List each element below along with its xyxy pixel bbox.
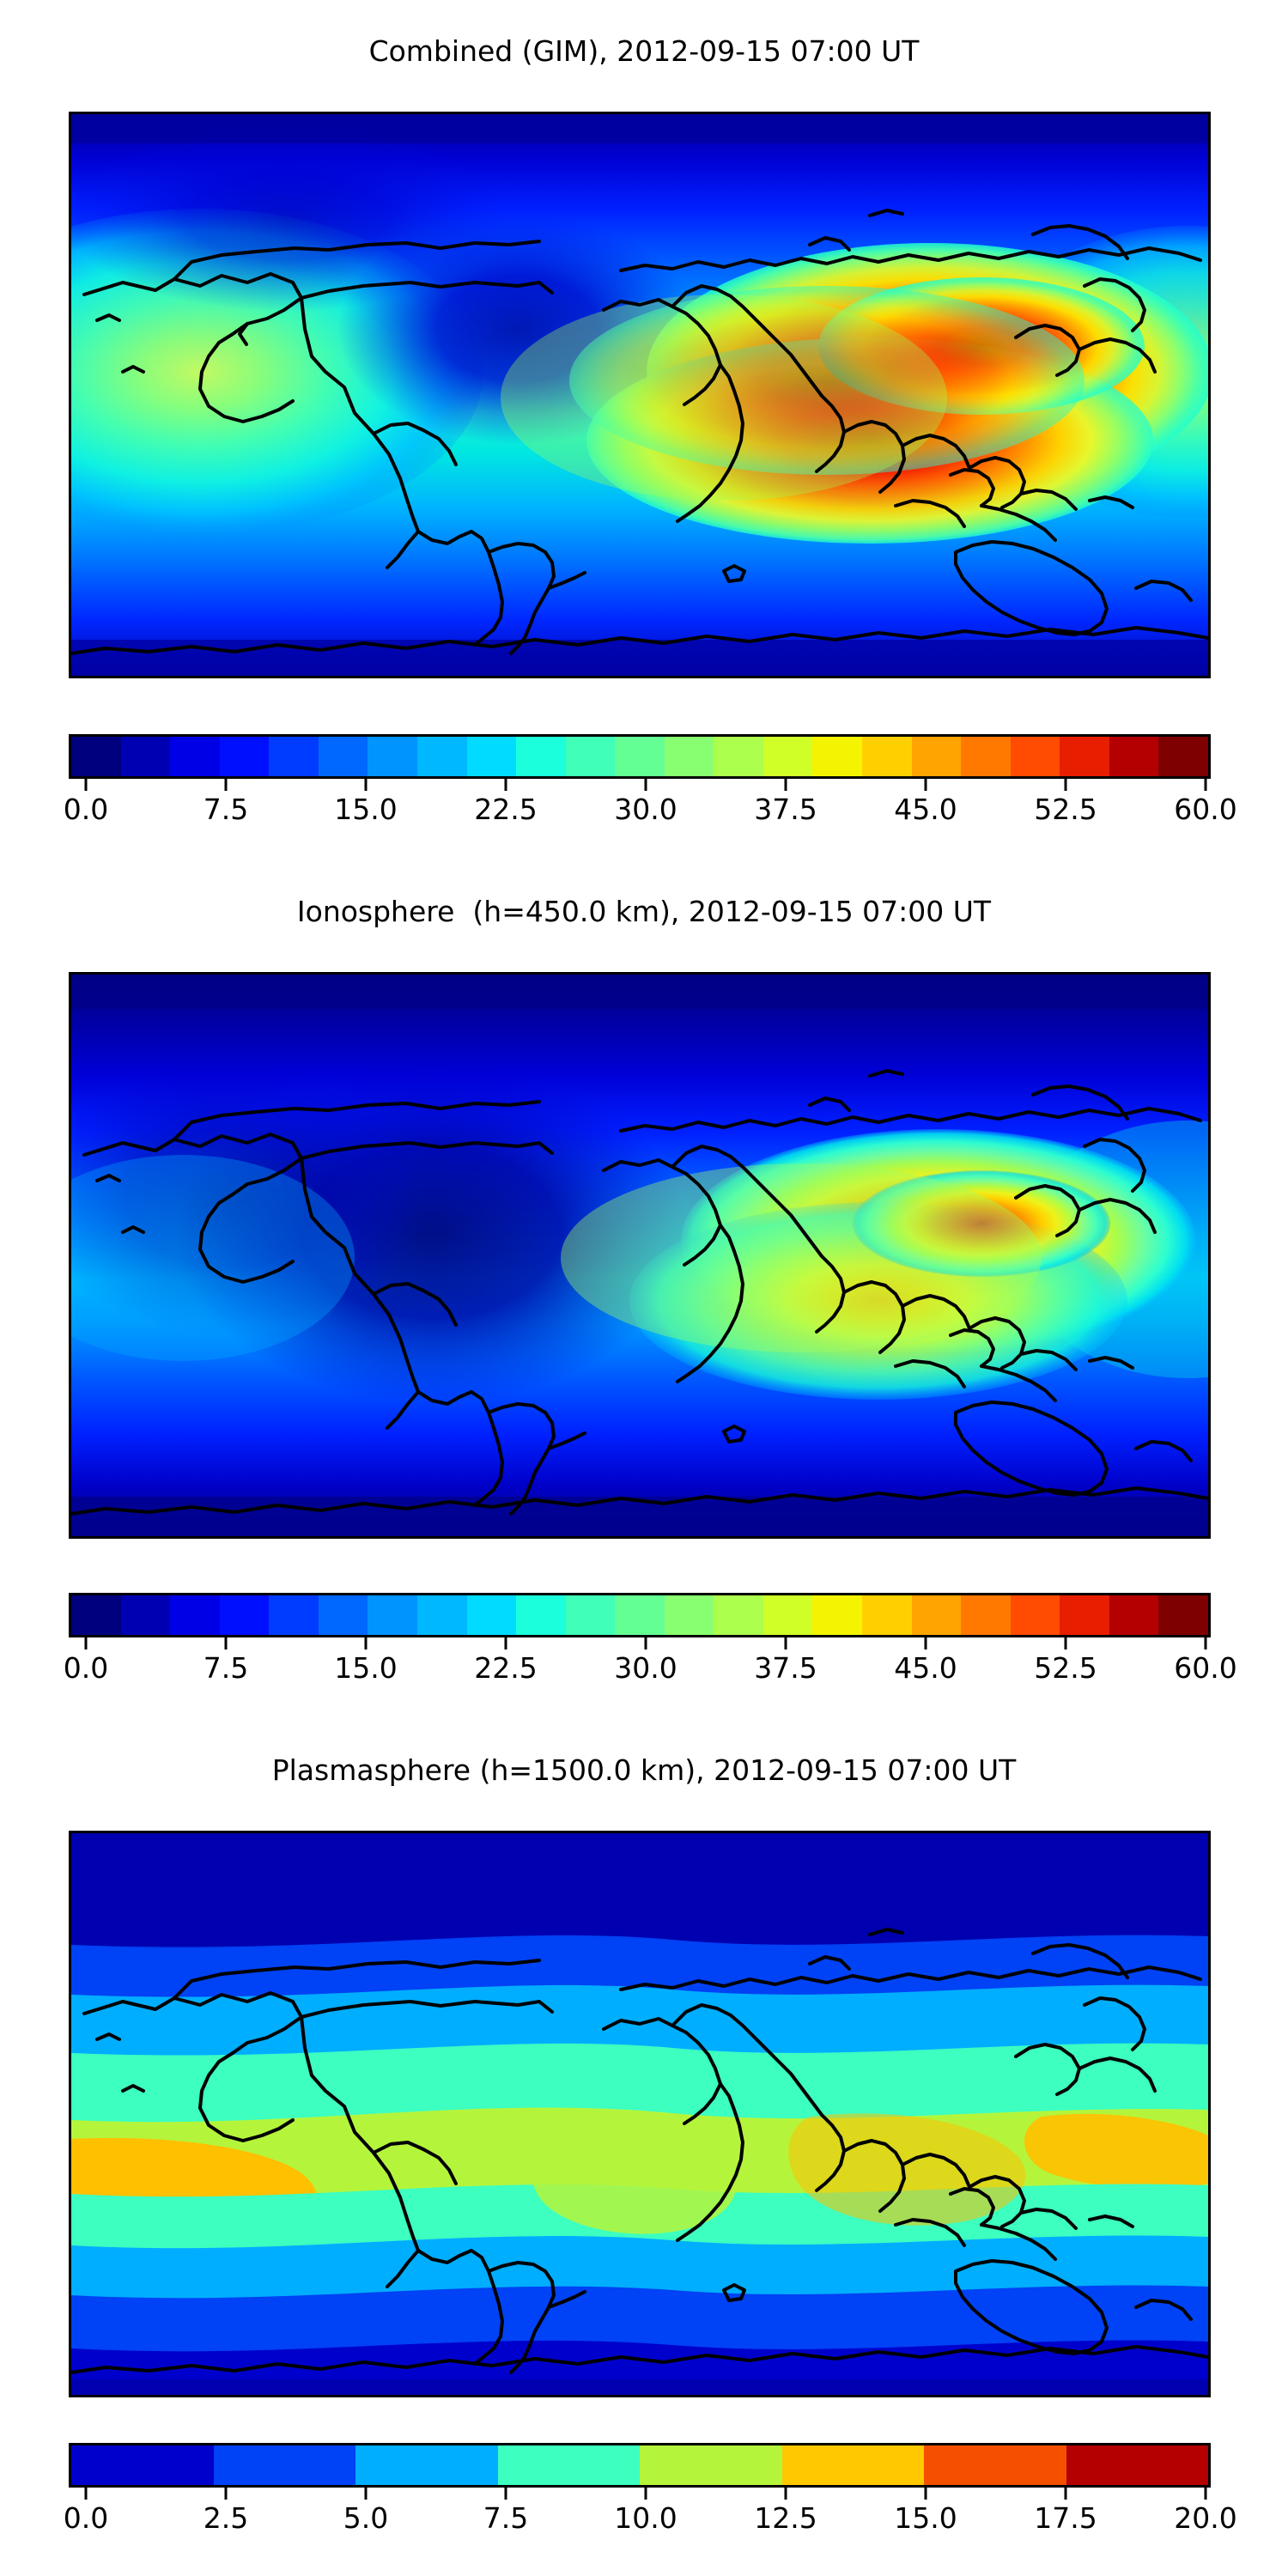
cbar3-tick-7: 17.5 [1034, 2501, 1097, 2535]
cbar2-tick-3: 22.5 [474, 1651, 538, 1685]
cbar2-tick-1: 7.5 [203, 1651, 249, 1685]
panel-title-ionosphere: Ionosphere (h=450.0 km), 2012-09-15 07:0… [296, 895, 992, 928]
colorbar-ticks-ionosphere [69, 1637, 1211, 1649]
panel-ionosphere: Ionosphere (h=450.0 km), 2012-09-15 07:0… [0, 859, 1288, 1726]
plasmasphere-bands [71, 1833, 1208, 2395]
cbar2-tick-4: 30.0 [614, 1651, 677, 1685]
cbar1-tick-6: 45.0 [894, 793, 957, 826]
cbar1-tick-2: 15.0 [334, 793, 398, 826]
cbar3-tick-8: 20.0 [1174, 2501, 1237, 2535]
colorbar-labels-combined: 0.0 7.5 15.0 22.5 30.0 37.5 45.0 52.5 60… [64, 791, 1237, 829]
map-contour-combined [71, 114, 1208, 676]
cbar3-tick-2: 5.0 [343, 2501, 389, 2535]
panel-plasmasphere: Plasmasphere (h=1500.0 km), 2012-09-15 0… [0, 1726, 1288, 2576]
coastlines [71, 209, 1208, 655]
map-axes-ionosphere [69, 972, 1211, 1539]
coastlines [71, 1928, 1208, 2374]
panel-title-combined: Combined (GIM), 2012-09-15 07:00 UT [368, 34, 920, 68]
colorbar-labels-ionosphere: 0.0 7.5 15.0 22.5 30.0 37.5 45.0 52.5 60… [64, 1649, 1237, 1687]
colorbar-ticks-combined [69, 779, 1211, 791]
cbar3-tick-1: 2.5 [203, 2501, 249, 2535]
cbar2-tick-6: 45.0 [894, 1651, 957, 1685]
map-contour-plasmasphere [71, 1833, 1208, 2395]
cbar1-tick-4: 30.0 [614, 793, 677, 826]
panel-combined-gim: Combined (GIM), 2012-09-15 07:00 UT [0, 0, 1288, 859]
coastlines [71, 1069, 1208, 1516]
colorbar-plasmasphere: 0.0 2.5 5.0 7.5 10.0 12.5 15.0 17.5 20.0 [64, 2443, 1237, 2537]
colorbar-ticks-plasmasphere [69, 2488, 1211, 2500]
cbar3-tick-0: 0.0 [63, 2501, 109, 2535]
cbar2-tick-5: 37.5 [754, 1651, 817, 1685]
cbar3-tick-3: 7.5 [483, 2501, 529, 2535]
panel-title-plasmasphere: Plasmasphere (h=1500.0 km), 2012-09-15 0… [271, 1753, 1017, 1787]
cbar3-tick-4: 10.0 [614, 2501, 677, 2535]
map-contour-ionosphere [71, 975, 1208, 1536]
cbar1-tick-3: 22.5 [474, 793, 538, 826]
map-axes-plasmasphere [69, 1831, 1211, 2397]
cbar3-tick-6: 15.0 [894, 2501, 957, 2535]
cbar2-tick-7: 52.5 [1034, 1651, 1097, 1685]
colorbar-gradient-combined [69, 734, 1211, 779]
colorbar-ionosphere: 0.0 7.5 15.0 22.5 30.0 37.5 45.0 52.5 60… [64, 1593, 1237, 1687]
colorbar-combined: 0.0 7.5 15.0 22.5 30.0 37.5 45.0 52.5 60… [64, 734, 1237, 829]
cbar2-tick-8: 60.0 [1174, 1651, 1237, 1685]
cbar1-tick-0: 0.0 [63, 793, 109, 826]
cbar1-tick-7: 52.5 [1034, 793, 1097, 826]
cbar1-tick-8: 60.0 [1174, 793, 1237, 826]
cbar3-tick-5: 12.5 [754, 2501, 817, 2535]
cbar1-tick-5: 37.5 [754, 793, 817, 826]
cbar2-tick-2: 15.0 [334, 1651, 398, 1685]
map-axes-combined [69, 112, 1211, 678]
cbar1-tick-1: 7.5 [203, 793, 249, 826]
colorbar-labels-plasmasphere: 0.0 2.5 5.0 7.5 10.0 12.5 15.0 17.5 20.0 [64, 2500, 1237, 2537]
colorbar-gradient-ionosphere [69, 1593, 1211, 1637]
colorbar-gradient-plasmasphere [69, 2443, 1211, 2488]
cbar2-tick-0: 0.0 [63, 1651, 109, 1685]
